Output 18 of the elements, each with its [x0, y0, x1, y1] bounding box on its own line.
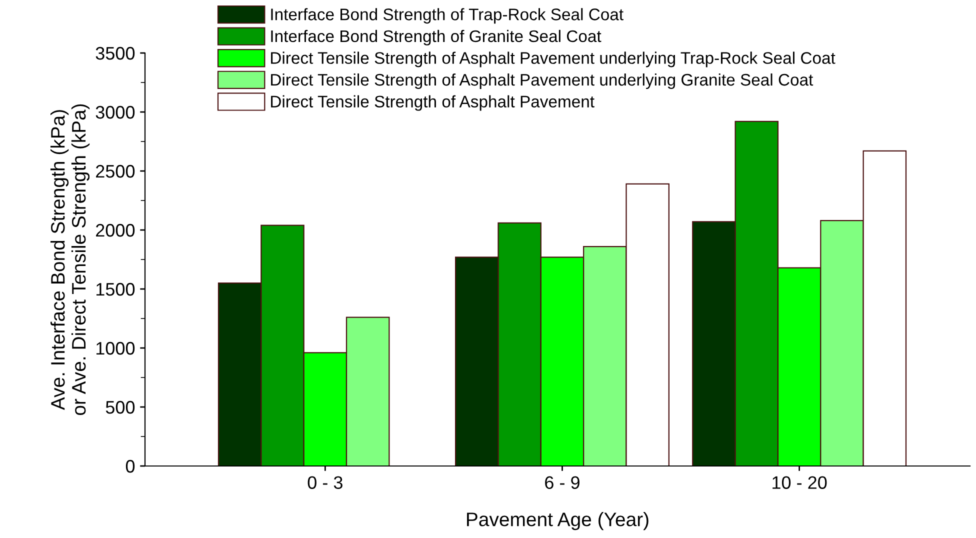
x-tick-label: 10 - 20: [772, 476, 827, 489]
y-tick-label: 2000: [96, 224, 135, 237]
x-tick-label: 0 - 3: [308, 476, 342, 489]
y-tick-label: 2500: [96, 164, 135, 178]
y-tick-label: 500: [106, 400, 135, 414]
legend-label: Direct Tensile Strength of Asphalt Pavement underlying Granite Seal Coat: [271, 73, 814, 89]
y-axis-title: Ave. Interface Bond Strength (kPa) or Ave. Direct Tensile Strength (kPa): [50, 104, 90, 416]
legend-label: Direct Tensile Strength of Asphalt Pavement: [271, 95, 594, 111]
y-tick-label: 3500: [96, 46, 135, 60]
legend-label: Interface Bond Strength of Trap-Rock Seal Coat: [271, 8, 624, 24]
x-tick-label: 6 - 9: [545, 476, 580, 489]
y-tick-label: 0: [126, 460, 135, 473]
y-tick-label: 1500: [96, 282, 135, 296]
legend-label: Interface Bond Strength of Granite Seal Coat: [271, 30, 602, 46]
x-axis-title: Pavement Age (Year): [467, 512, 648, 530]
legend-label: Direct Tensile Strength of Asphalt Pavement underlying Trap-Rock Seal Coat: [271, 52, 836, 68]
y-tick-label: 3000: [96, 106, 135, 119]
y-tick-label: 1000: [96, 342, 135, 355]
